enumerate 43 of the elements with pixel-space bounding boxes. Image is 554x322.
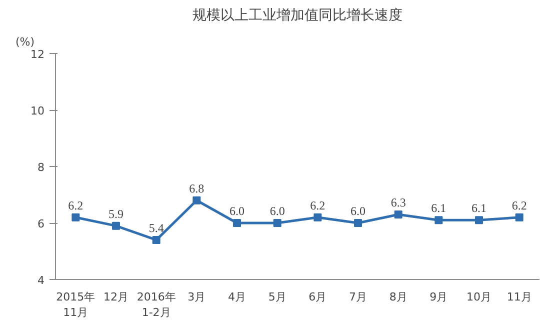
x-tick-label: 8月: [389, 290, 408, 304]
data-label: 6.0: [230, 204, 244, 218]
data-label: 6.1: [431, 201, 446, 216]
point: [152, 236, 160, 244]
point: [394, 210, 402, 219]
point: [233, 219, 241, 227]
y-tick-label: 4: [38, 274, 44, 287]
point: [273, 219, 282, 227]
point: [314, 213, 322, 222]
x-tick-label: 10月: [466, 290, 492, 304]
x-tick-label: 6月: [308, 290, 327, 304]
chart-title: 规模以上工业增加值同比增长速度: [192, 8, 402, 24]
point: [475, 216, 483, 224]
data-label: 6.0: [270, 204, 285, 218]
y-tick-label: 6: [38, 218, 44, 230]
data-label: 5.4: [148, 220, 164, 235]
point: [515, 213, 524, 222]
data-label: 6.2: [68, 198, 84, 212]
x-tick-label: 12月: [104, 290, 128, 304]
point: [434, 216, 443, 224]
data-label: 6.1: [472, 201, 486, 216]
data-label: 6.2: [310, 198, 326, 212]
data-label: 5.9: [108, 206, 124, 221]
x-tick-label: 5月: [268, 290, 286, 304]
point: [354, 219, 362, 227]
y-axis-title: (%): [16, 36, 35, 48]
y-tick-label: 10: [30, 104, 45, 118]
x-tick-label: 7月: [349, 290, 367, 304]
y-tick-label: 8: [38, 161, 44, 174]
x-tick-label: 3月: [188, 290, 206, 304]
x-tick-label: 2015年 11月: [56, 290, 96, 320]
x-tick-label: 4月: [228, 290, 246, 304]
point: [112, 222, 120, 230]
data-label: 6.3: [390, 196, 406, 210]
x-tick-label: 2016年 1-2月: [136, 290, 176, 320]
point: [72, 213, 80, 222]
x-tick-label: 9月: [430, 290, 448, 304]
data-label: 6.0: [350, 204, 366, 218]
y-tick-label: 12: [30, 48, 45, 61]
data-label: 6.2: [512, 198, 527, 212]
x-tick-label: 11月: [506, 290, 532, 304]
data-label: 6.8: [189, 181, 204, 196]
point: [192, 196, 201, 204]
